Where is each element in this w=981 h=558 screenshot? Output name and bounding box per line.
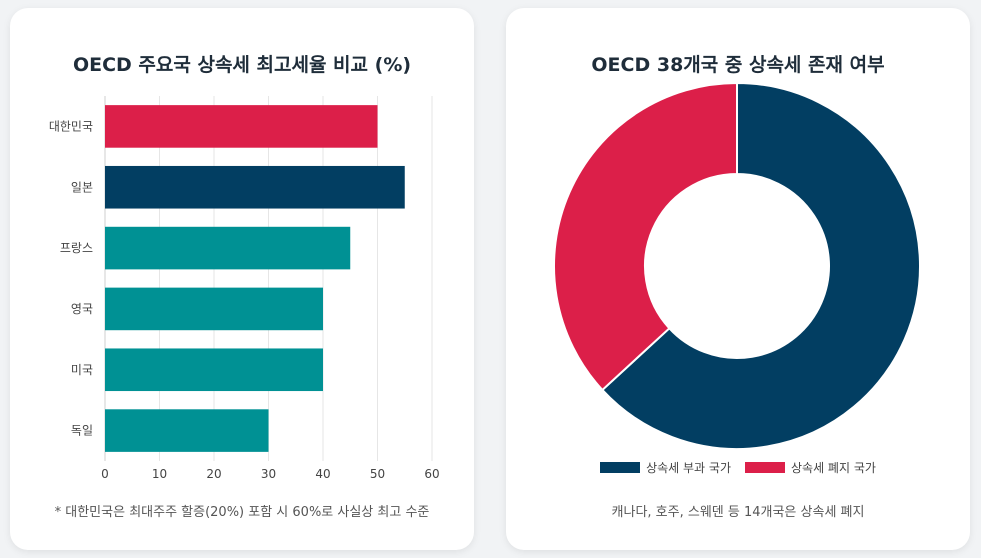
- bar: [105, 105, 378, 148]
- legend-item-levy[interactable]: 상속세 부과 국가: [600, 459, 731, 476]
- bar: [105, 226, 351, 270]
- y-tick-label: 미국: [71, 363, 93, 377]
- x-tick-label: 60: [424, 467, 439, 481]
- y-tick-label: 영국: [71, 302, 93, 316]
- y-tick-label: 일본: [71, 180, 93, 194]
- x-tick-label: 10: [152, 467, 167, 481]
- x-tick-label: 50: [370, 467, 385, 481]
- x-tick-label: 30: [261, 467, 276, 481]
- donut-chart: [553, 81, 921, 450]
- y-tick-label: 프랑스: [60, 241, 93, 255]
- donut-legend: 상속세 부과 국가 상속세 폐지 국가: [506, 459, 970, 476]
- legend-label-levy: 상속세 부과 국가: [646, 461, 731, 475]
- donut-slice: [600, 81, 921, 450]
- x-tick-label: 0: [101, 467, 109, 481]
- legend-swatch-levy: [600, 462, 641, 473]
- y-tick-label: 독일: [71, 424, 93, 438]
- donut-chart-card: OECD 38개국 중 상속세 존재 여부 상속세 부과 국가 상속세 폐지 국…: [506, 8, 970, 550]
- legend-label-abolished: 상속세 폐지 국가: [791, 461, 876, 475]
- x-tick-label: 40: [315, 467, 330, 481]
- donut-slice: [553, 81, 738, 392]
- bar: [105, 287, 323, 331]
- bar: [105, 165, 405, 209]
- bar-chart-footnote: * 대한민국은 최대주주 할증(20%) 포함 시 60%로 사실상 최고 수준: [54, 505, 430, 520]
- x-tick-label: 20: [206, 467, 221, 481]
- y-tick-label: 대한민국: [49, 119, 93, 133]
- donut-chart-footnote: 캐나다, 호주, 스웨덴 등 14개국은 상속세 폐지: [611, 505, 865, 520]
- bar: [105, 348, 323, 392]
- donut-chart-title: OECD 38개국 중 상속세 존재 여부: [591, 54, 885, 76]
- bar: [105, 409, 269, 452]
- legend-item-abolished[interactable]: 상속세 폐지 국가: [745, 459, 876, 476]
- bar-chart-card: OECD 주요국 상속세 최고세율 비교 (%) 0 10 20 30 40 50 60 대한…: [10, 8, 474, 550]
- legend-swatch-abolished: [745, 462, 785, 473]
- bar-chart-title: OECD 주요국 상속세 최고세율 비교 (%): [72, 54, 412, 76]
